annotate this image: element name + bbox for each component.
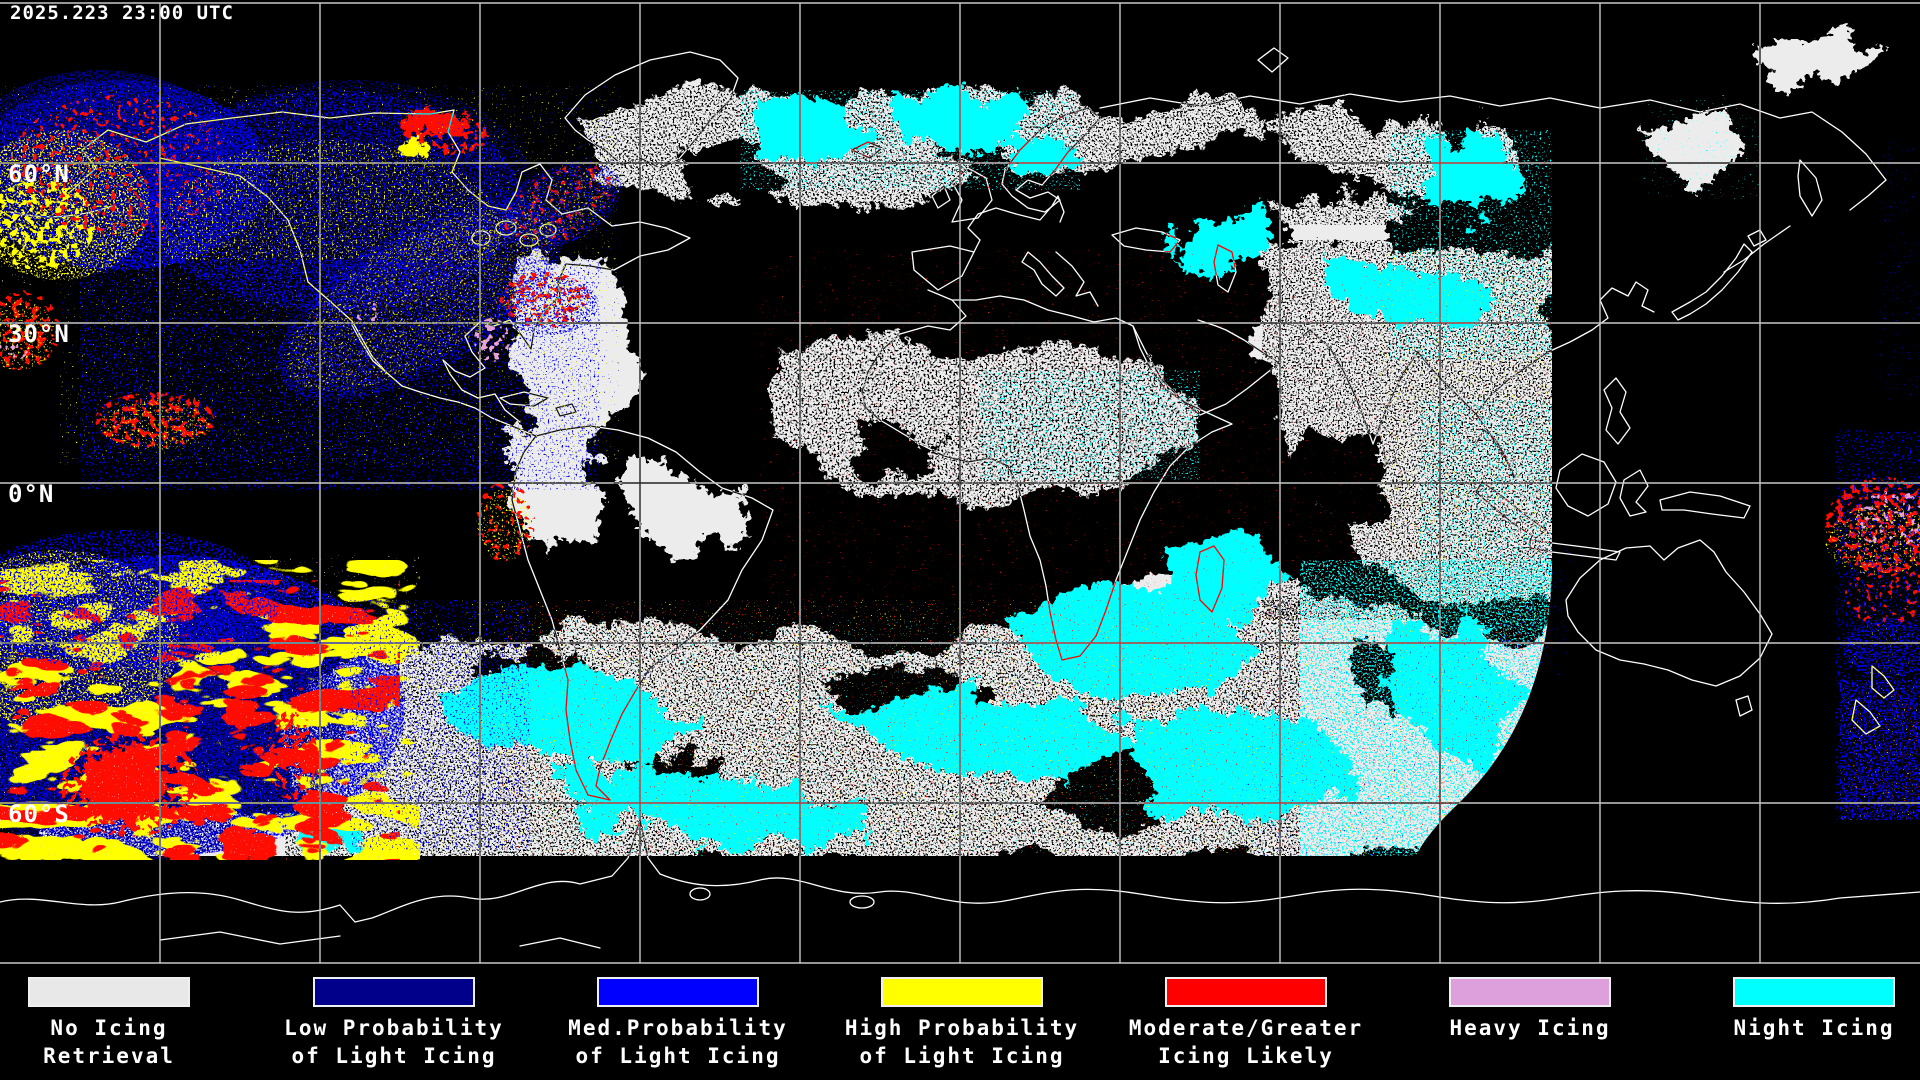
legend-label-night-icing: Night Icing xyxy=(1733,1016,1895,1040)
legend-swatch-low-probability xyxy=(313,977,475,1007)
legend-swatch-med-probability xyxy=(597,977,759,1007)
latitude-label-30n: 30°N xyxy=(8,320,70,348)
latitude-label-60s: 60°S xyxy=(8,800,70,828)
legend-label-no-icing: No Icing Retrieval xyxy=(43,1016,175,1068)
latitude-label-60n: 60°N xyxy=(8,160,70,188)
legend-label-high-probability: High Probability of Light Icing xyxy=(844,1016,1080,1068)
legend-label-med-probability: Med.Probability of Light Icing xyxy=(568,1016,788,1068)
legend-swatch-night-icing xyxy=(1733,977,1895,1007)
legend-swatch-moderate-greater xyxy=(1165,977,1327,1007)
timestamp-label: 2025.223 23:00 UTC xyxy=(10,2,234,24)
legend-label-low-probability: Low Probability of Light Icing xyxy=(284,1016,504,1068)
latitude-label-0n: 0°N xyxy=(8,480,55,508)
icing-data-layer xyxy=(0,30,1920,860)
legend-label-heavy-icing: Heavy Icing xyxy=(1449,1016,1611,1040)
legend-swatch-no-icing xyxy=(28,977,190,1007)
legend-swatch-high-probability xyxy=(881,977,1043,1007)
coastlines xyxy=(0,47,1920,949)
legend-label-moderate-greater: Moderate/Greater Icing Likely xyxy=(1128,1016,1364,1068)
legend-swatch-heavy-icing xyxy=(1449,977,1611,1007)
graticule xyxy=(0,2,1920,964)
